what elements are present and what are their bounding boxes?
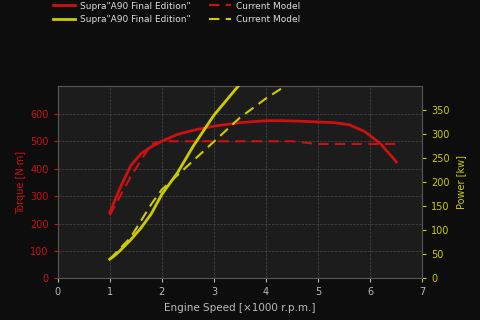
X-axis label: Engine Speed [×1000 r.p.m.]: Engine Speed [×1000 r.p.m.]	[164, 303, 316, 313]
Legend: Supra"A90 Final Edition", Supra"A90 Final Edition", Current Model, Current Model: Supra"A90 Final Edition", Supra"A90 Fina…	[53, 2, 300, 24]
Y-axis label: Torque [N‧m]: Torque [N‧m]	[16, 151, 26, 214]
Y-axis label: Power [kw]: Power [kw]	[456, 156, 466, 209]
